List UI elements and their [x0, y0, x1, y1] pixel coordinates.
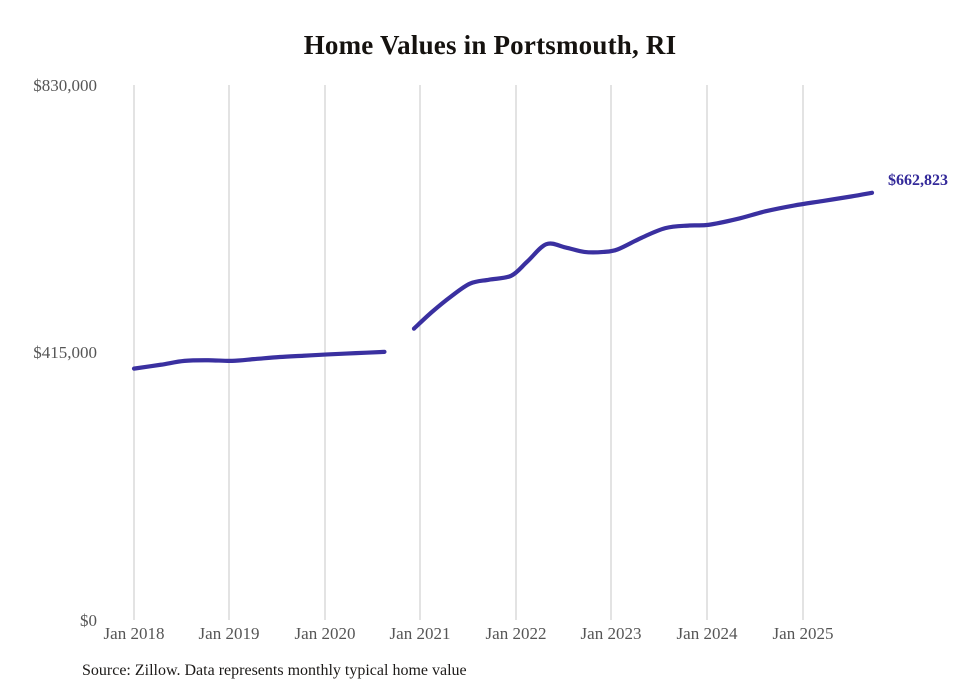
ytick-label-mid: $415,000 — [33, 343, 97, 362]
xtick-label-jan-2025: Jan 2025 — [772, 624, 834, 643]
xtick-label-jan-2023: Jan 2023 — [580, 624, 642, 643]
ytick-label-top: $830,000 — [33, 76, 97, 95]
series-line-segment-2 — [411, 190, 875, 331]
xtick-label-jan-2024: Jan 2024 — [676, 624, 738, 643]
chart-title: Home Values in Portsmouth, RI — [303, 30, 677, 60]
source-note: Source: Zillow. Data represents monthly … — [82, 662, 467, 679]
end-value-label: $662,823 — [888, 172, 948, 189]
xtick-label-jan-2021: Jan 2021 — [389, 624, 451, 643]
xtick-label-jan-2022: Jan 2022 — [485, 624, 547, 643]
xtick-label-jan-2019: Jan 2019 — [198, 624, 260, 643]
xtick-label-jan-2020: Jan 2020 — [294, 624, 356, 643]
series-line-segment-1 — [131, 349, 387, 371]
vertical-gridlines — [133, 85, 804, 620]
ytick-label-zero: $0 — [80, 611, 97, 630]
xtick-label-jan-2018: Jan 2018 — [103, 624, 165, 643]
